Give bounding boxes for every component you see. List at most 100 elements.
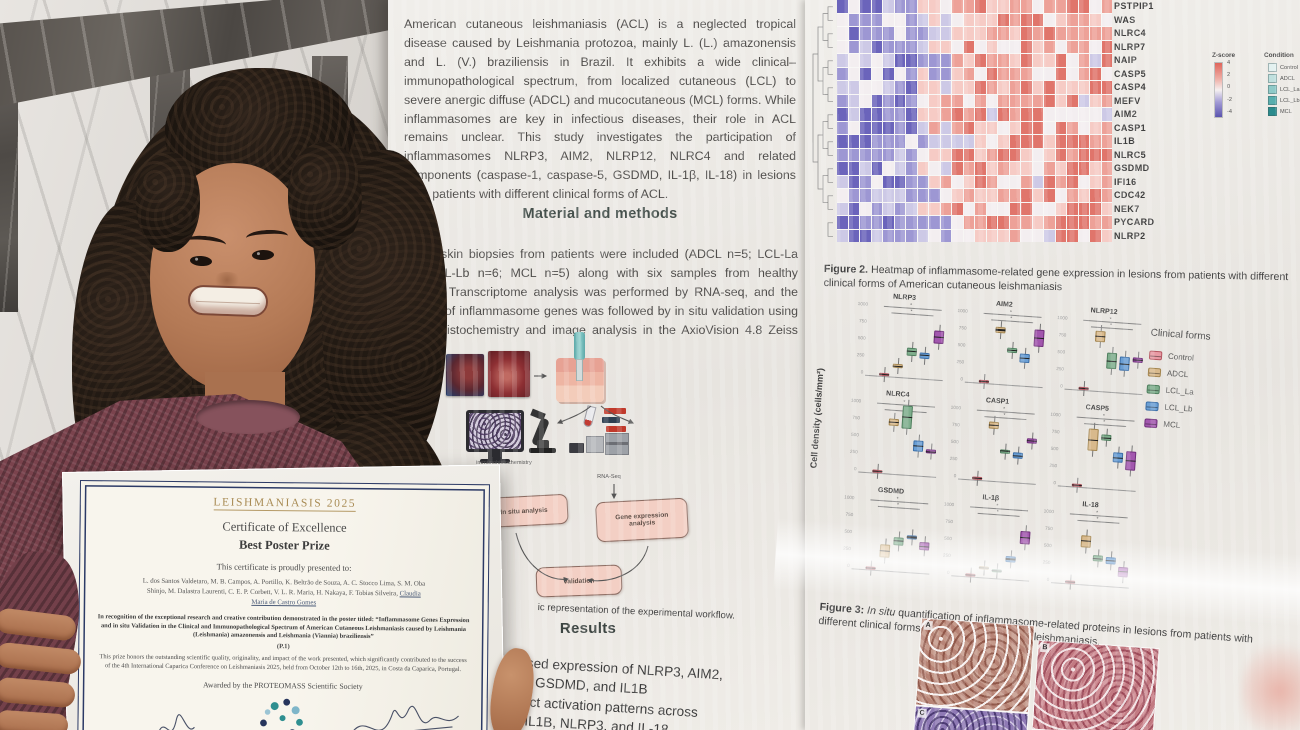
heatmap-cell [1078,175,1089,188]
boxplot-ytick: 500 [1043,542,1052,549]
heatmap-cell [986,54,997,67]
certificate-paper: LEISHMANIASIS 2025 Certificate of Excell… [77,480,490,730]
smile [187,284,269,318]
heatmap-cell [883,189,894,202]
gene-label: WAS [1114,14,1136,25]
certificate-poster-id: (P.1) [276,643,290,651]
heatmap-cell [986,216,997,229]
heatmap-cell [975,0,986,13]
heatmap-cell [940,121,951,134]
heatmap-cell [871,135,882,148]
heatmap-cell [848,81,859,94]
heatmap-cell [917,135,928,148]
heatmap-cell [952,0,963,13]
tube-icon [582,405,597,428]
boxplot-plot-area: 1000 750 500 250 0 [850,398,942,479]
boxplot-ytick: 250 [1049,462,1058,469]
heatmap-cell [1055,0,1066,13]
microscope-stage [537,440,549,450]
boxplot-ytick: 500 [944,535,953,542]
boxplot-ytick: 750 [845,511,854,518]
zscore-tick: 0 [1227,84,1231,91]
heatmap-cell [998,108,1009,121]
heatmap-cell [1078,40,1089,53]
heatmap-cell [975,81,986,94]
heatmap-cell [848,0,859,13]
heatmap-cell [1021,148,1032,161]
authors-underlined: Maria de Castro Gomes [251,598,317,607]
heatmap-cell [952,40,963,53]
proteomass-molecule-logo [260,699,303,730]
heatmap-cell [883,216,894,229]
heatmap-cell [963,135,974,148]
nose [212,272,242,288]
lesion-photo-2 [488,351,530,397]
gene-label: CASP5 [1114,68,1147,79]
heatmap-cell [848,108,859,121]
heatmap-cell [1021,54,1032,67]
heatmap-cell [1078,67,1089,80]
heatmap-cell [963,13,974,26]
certificate-presented: This certificate is proudly presented to… [216,561,352,573]
heatmap-cell [1090,13,1101,26]
heatmap-cell [883,81,894,94]
heatmap-cell [940,135,951,148]
gene-label: NLRC5 [1114,149,1147,160]
heatmap-cell [1067,27,1078,40]
ihc-label: immunohistochemistry [476,460,532,466]
heatmap-cell [940,175,951,188]
heatmap-cell [848,54,859,67]
heatmap-cell [837,54,848,67]
heatmap-cell [963,162,974,175]
boxplot-ytick: 0 [953,473,957,479]
heatmap-cell [986,27,997,40]
clinical-form-glyph [1146,384,1161,395]
condition-label: Control [1280,64,1299,71]
clinical-form-label: ADCL [1166,368,1189,380]
boxplot-ytick: 750 [852,414,861,421]
zscore-tick: -4 [1227,108,1232,115]
panel-label: A [923,620,933,631]
heatmap-cell [1009,175,1020,188]
glyph-median-line [1147,388,1159,391]
boxplot-plot-area: 1000 750 500 250 0 [843,495,935,576]
heatmap-cell [1009,81,1020,94]
heatmap-cell [952,67,963,80]
heatmap-cell [1009,0,1020,13]
heatmap-cell [883,229,894,242]
heatmap-cell [952,54,963,67]
heatmap-cell [1021,202,1032,215]
figure3-label: Figure 3: [819,600,865,616]
marble-pillar [0,52,18,312]
heatmap-cell [1032,27,1043,40]
heatmap-cell [1032,229,1043,242]
heatmap-cell [1009,40,1020,53]
heatmap-cell [837,216,848,229]
boxplot-grid: NLRP310007505002500AIM210007505002500NLR… [837,291,1157,602]
boxplot-plot-area: 1000 750 500 250 0 [1043,509,1134,590]
figure3-italic: In situ [866,604,896,619]
heatmap-cell [871,216,882,229]
condition-swatch [1268,96,1277,105]
heatmap-cell [952,175,963,188]
heatmap-cell [1032,148,1043,161]
heatmap-cell [940,162,951,175]
gene-label: IFI16 [1114,176,1137,187]
heatmap-cell [975,40,986,53]
heatmap-cell [1044,121,1055,134]
heatmap-cell [952,27,963,40]
condition-swatch [1268,63,1277,72]
panel-label: C [917,708,927,719]
heatmap-cell [986,121,997,134]
boxplot-ytick: 250 [1056,366,1065,372]
heatmap-cell [1044,13,1055,26]
heatmap-cell [1055,81,1066,94]
monitor-stand [488,452,502,460]
rnaseq-label: RNA-Seq [597,474,621,480]
heatmap-cell [860,13,871,26]
heatmap-cell [1044,94,1055,107]
heatmap-cell [940,216,951,229]
heatmap-cell [1067,135,1078,148]
heatmap-cell [975,108,986,121]
heatmap-cell [906,67,917,80]
